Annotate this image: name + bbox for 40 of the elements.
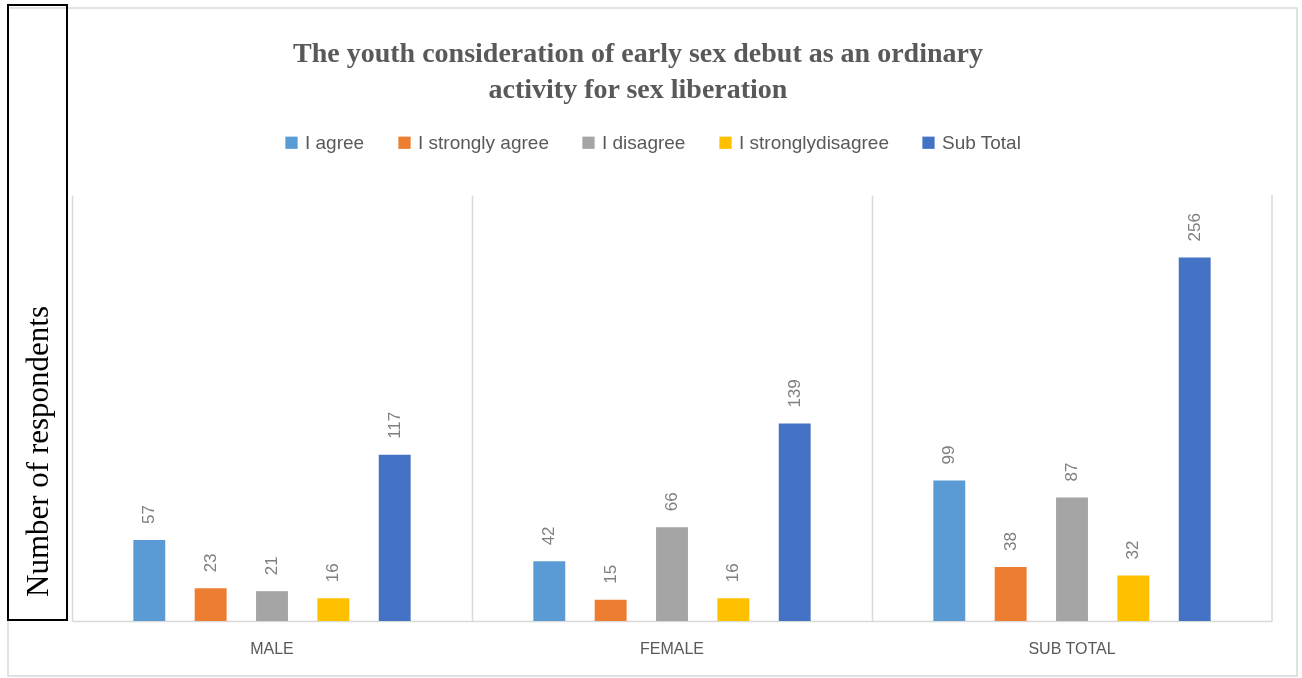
data-label: 32 (1123, 540, 1143, 560)
legend-label: I stronglydisagree (739, 131, 889, 153)
chart-title: The youth consideration of early sex debut as an ordinary activity for sex liberation (293, 37, 983, 104)
bar (933, 480, 966, 621)
data-label: 23 (200, 553, 220, 573)
bar (317, 598, 350, 621)
data-label: 99 (939, 445, 959, 465)
bar (533, 561, 566, 621)
legend-label: Sub Total (942, 131, 1021, 153)
x-tick-label: SUB TOTAL (1028, 639, 1116, 657)
legend-label: I disagree (602, 131, 686, 153)
x-tick-label: FEMALE (639, 639, 705, 657)
data-label: 16 (323, 563, 343, 583)
x-tick-label: MALE (250, 639, 294, 657)
bar (1117, 575, 1150, 621)
data-label: 256 (1184, 213, 1204, 242)
bar (194, 588, 227, 621)
y-axis-title: Number of respondents (19, 306, 55, 597)
data-label: 21 (262, 556, 281, 576)
data-label: 66 (662, 492, 681, 512)
bar (994, 567, 1027, 621)
bar (1178, 257, 1211, 621)
bar (656, 527, 688, 621)
data-label: 15 (600, 564, 620, 584)
legend-label: I strongly agree (418, 131, 549, 153)
bar (594, 599, 627, 621)
bar (378, 454, 411, 621)
data-label: 57 (139, 505, 159, 525)
data-label: 87 (1062, 462, 1081, 482)
bar (778, 423, 811, 621)
bar (717, 598, 750, 621)
data-label: 139 (784, 379, 804, 408)
data-label: 117 (384, 411, 404, 439)
bar (133, 540, 166, 621)
data-label: 16 (723, 563, 743, 583)
data-label: 42 (539, 526, 559, 546)
legend-label: I agree (305, 131, 365, 153)
bar (256, 591, 288, 621)
data-label: 38 (1000, 532, 1020, 552)
bar (1056, 497, 1088, 621)
